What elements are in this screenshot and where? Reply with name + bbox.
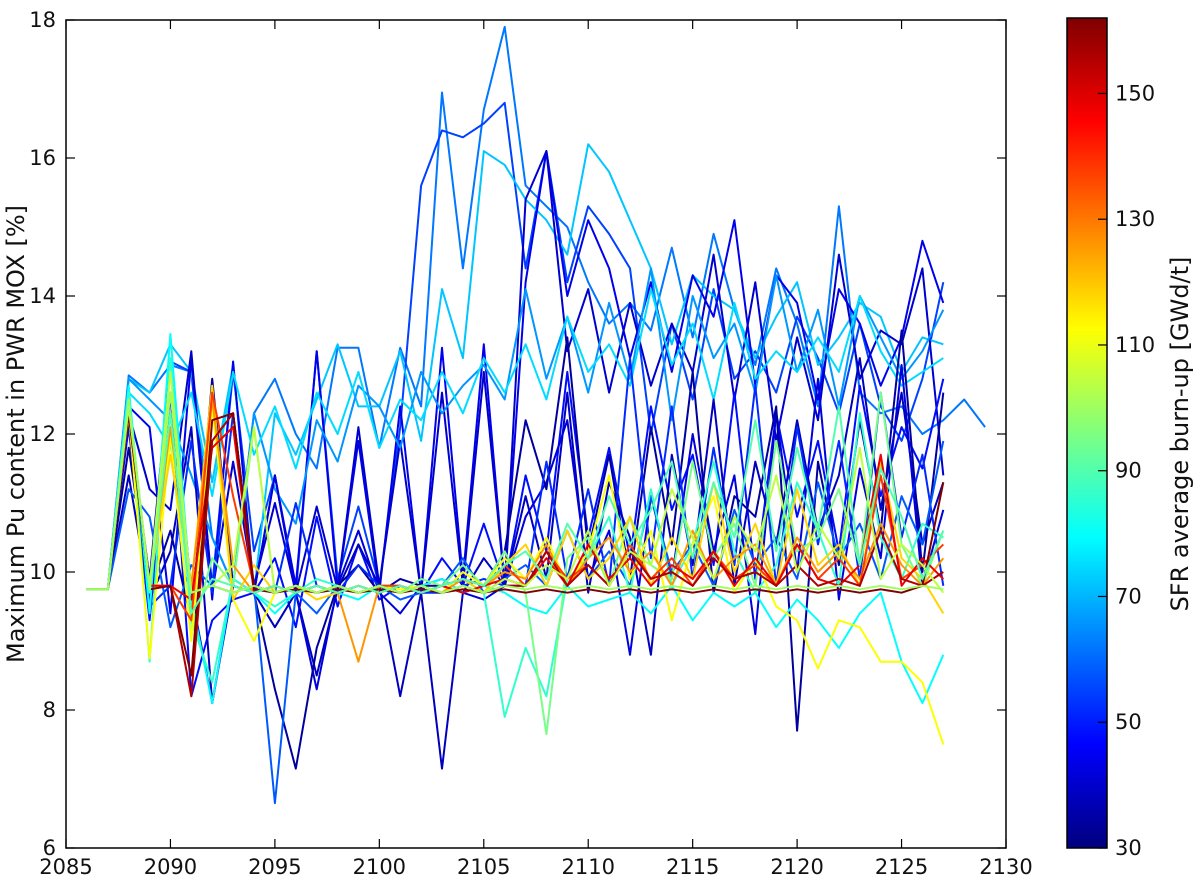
series-line-4 — [86, 150, 945, 615]
series-line-18 — [86, 384, 945, 614]
y-tick-label: 18 — [29, 8, 56, 32]
y-tick-label: 10 — [29, 560, 56, 584]
series-line-7 — [86, 288, 944, 591]
colorbar-tick-label: 110 — [1115, 333, 1155, 357]
y-tick-label: 8 — [43, 698, 56, 722]
x-tick-label: 2130 — [979, 855, 1032, 879]
x-tick-label: 2120 — [770, 855, 823, 879]
y-tick-label: 12 — [29, 422, 56, 446]
colorbar-tick-label: 90 — [1115, 459, 1142, 483]
x-tick-label: 2105 — [457, 855, 510, 879]
x-tick-label: 2095 — [248, 855, 301, 879]
y-axis: 6 8 10 12 14 16 18 — [29, 8, 1006, 860]
x-tick-label: 2115 — [666, 855, 719, 879]
x-axis: 2085 2090 2095 2100 2105 2110 2115 2120 2125 2130 — [39, 20, 1033, 879]
y-tick-label: 16 — [29, 146, 56, 170]
series-line-25 — [86, 398, 945, 615]
colorbar-tick-label: 70 — [1115, 584, 1142, 608]
colorbar-title: SFR average burn-up [GWd/t] — [1166, 257, 1194, 612]
x-tick-label: 2100 — [353, 855, 406, 879]
x-tick-label: 2085 — [39, 855, 92, 879]
x-tick-label: 2090 — [144, 855, 197, 879]
series-line-11 — [86, 329, 945, 770]
y-tick-label: 6 — [43, 836, 56, 860]
series-layer — [86, 25, 986, 805]
y-tick-label: 14 — [29, 284, 56, 308]
x-tick-label: 2125 — [875, 855, 928, 879]
colorbar-tick-label: 150 — [1115, 81, 1155, 105]
y-axis-title: Maximum Pu content in PWR MOX [%] — [2, 205, 30, 663]
series-line-6 — [86, 267, 945, 591]
series-line-15 — [86, 357, 944, 718]
colorbar-tick-label: 50 — [1115, 710, 1142, 734]
colorbar-axis: 30 50 70 90 110 130 150 — [1098, 81, 1155, 860]
colorbar-tick-label: 130 — [1115, 207, 1155, 231]
colorbar-tick-label: 30 — [1115, 836, 1142, 860]
colorbar — [1066, 17, 1108, 849]
series-line-23 — [86, 412, 945, 677]
series-line-24 — [86, 370, 945, 594]
series-line-22 — [86, 412, 944, 698]
series-line-26 — [86, 391, 944, 594]
series-line-3 — [86, 143, 944, 594]
x-tick-label: 2110 — [561, 855, 614, 879]
